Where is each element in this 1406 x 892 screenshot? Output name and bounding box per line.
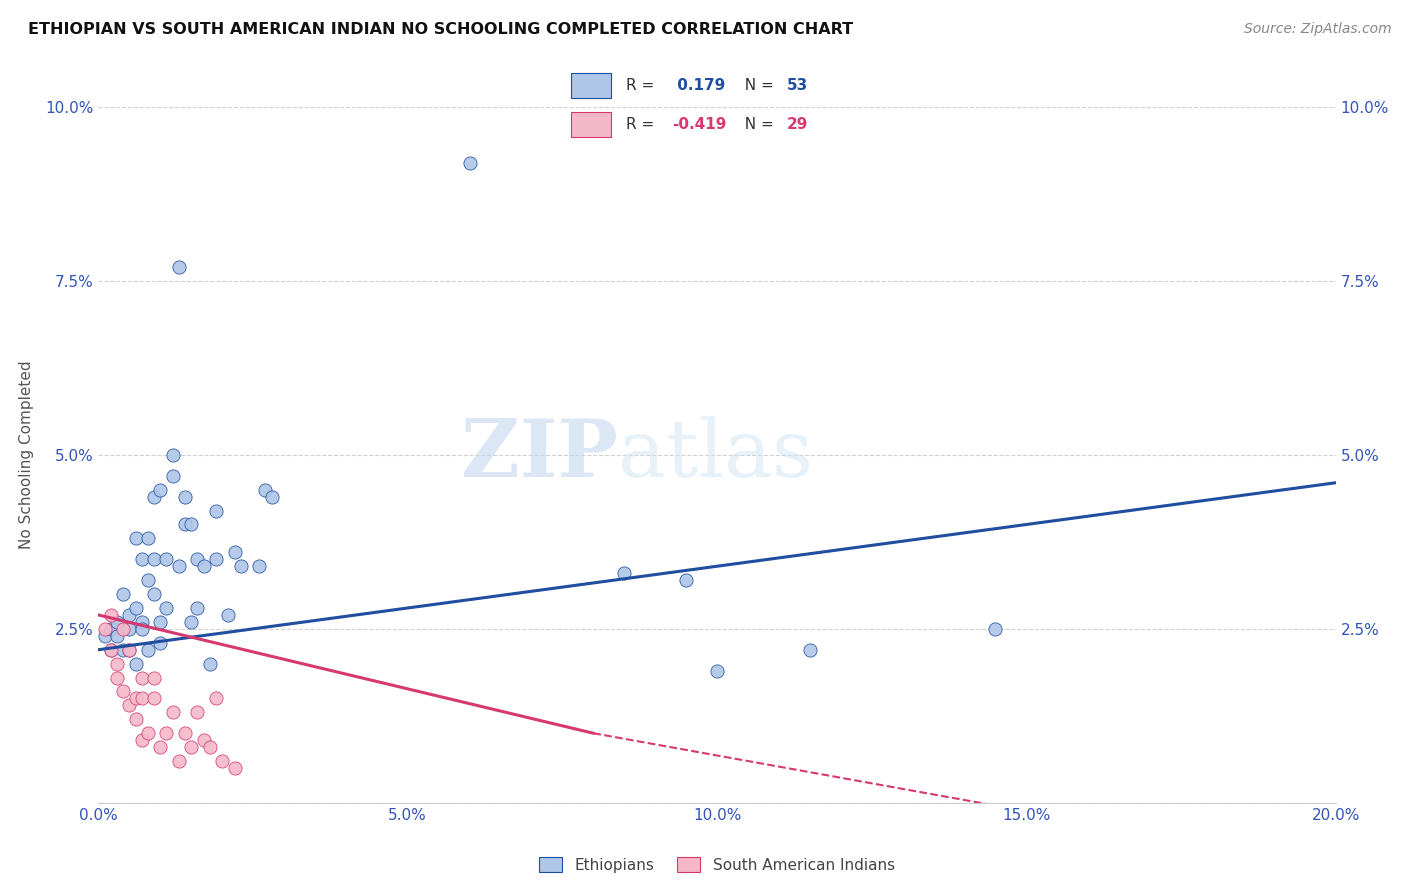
Point — [131, 552, 153, 566]
Point — [799, 642, 821, 657]
Point — [162, 706, 184, 720]
Point — [167, 754, 190, 768]
Point — [131, 615, 153, 629]
Point — [105, 671, 128, 685]
Point — [155, 726, 177, 740]
Point — [260, 490, 283, 504]
Point — [118, 642, 141, 657]
Point — [180, 517, 202, 532]
Point — [124, 691, 146, 706]
Point — [112, 622, 135, 636]
Point — [149, 615, 172, 629]
Point — [186, 552, 208, 566]
Point — [198, 740, 221, 755]
Point — [100, 642, 122, 657]
Legend: Ethiopians, South American Indians: Ethiopians, South American Indians — [533, 851, 901, 879]
Point — [224, 761, 246, 775]
Point — [93, 629, 115, 643]
Point — [149, 636, 172, 650]
Point — [118, 642, 141, 657]
Point — [180, 740, 202, 755]
Point — [613, 566, 636, 581]
Point — [205, 503, 228, 517]
Point — [124, 712, 146, 726]
Point — [162, 448, 184, 462]
Point — [205, 552, 228, 566]
Point — [247, 559, 270, 574]
Point — [143, 691, 166, 706]
Point — [118, 622, 141, 636]
Point — [186, 706, 208, 720]
Point — [143, 587, 166, 601]
Point — [174, 517, 197, 532]
Point — [131, 733, 153, 747]
Point — [155, 601, 177, 615]
Point — [167, 260, 190, 274]
Point — [105, 629, 128, 643]
Point — [131, 671, 153, 685]
Point — [193, 559, 215, 574]
Point — [162, 468, 184, 483]
Point — [180, 615, 202, 629]
Text: ZIP: ZIP — [461, 416, 619, 494]
Point — [131, 622, 153, 636]
Point — [131, 691, 153, 706]
Text: atlas: atlas — [619, 416, 813, 494]
Point — [124, 657, 146, 671]
Point — [167, 559, 190, 574]
Text: 0.179: 0.179 — [672, 78, 725, 93]
Point — [118, 607, 141, 622]
Point — [112, 642, 135, 657]
Point — [174, 726, 197, 740]
Point — [217, 607, 239, 622]
Text: N =: N = — [735, 117, 779, 132]
Point — [143, 490, 166, 504]
Text: 53: 53 — [787, 78, 808, 93]
Point — [100, 642, 122, 657]
Point — [193, 733, 215, 747]
Point — [149, 483, 172, 497]
Point — [136, 726, 159, 740]
Point — [186, 601, 208, 615]
Point — [706, 664, 728, 678]
Point — [254, 483, 277, 497]
Point — [229, 559, 252, 574]
Point — [136, 573, 159, 587]
Point — [112, 587, 135, 601]
Point — [205, 691, 228, 706]
Bar — [571, 112, 612, 137]
Point — [675, 573, 697, 587]
Bar — [571, 72, 612, 98]
Point — [149, 740, 172, 755]
Point — [155, 552, 177, 566]
Text: N =: N = — [735, 78, 779, 93]
Point — [105, 615, 128, 629]
Point — [143, 671, 166, 685]
Point — [198, 657, 221, 671]
Point — [124, 532, 146, 546]
Point — [124, 601, 146, 615]
Point — [100, 607, 122, 622]
Point — [136, 532, 159, 546]
Text: Source: ZipAtlas.com: Source: ZipAtlas.com — [1244, 22, 1392, 37]
Text: R =: R = — [626, 78, 659, 93]
Point — [93, 622, 115, 636]
Y-axis label: No Schooling Completed: No Schooling Completed — [20, 360, 34, 549]
Point — [118, 698, 141, 713]
Point — [984, 622, 1007, 636]
Point — [174, 490, 197, 504]
Point — [112, 684, 135, 698]
Point — [105, 657, 128, 671]
Point — [100, 622, 122, 636]
Text: R =: R = — [626, 117, 659, 132]
Text: -0.419: -0.419 — [672, 117, 727, 132]
Point — [143, 552, 166, 566]
Text: 29: 29 — [787, 117, 808, 132]
Text: ETHIOPIAN VS SOUTH AMERICAN INDIAN NO SCHOOLING COMPLETED CORRELATION CHART: ETHIOPIAN VS SOUTH AMERICAN INDIAN NO SC… — [28, 22, 853, 37]
Point — [224, 545, 246, 559]
Point — [458, 155, 481, 169]
Point — [211, 754, 233, 768]
Point — [136, 642, 159, 657]
